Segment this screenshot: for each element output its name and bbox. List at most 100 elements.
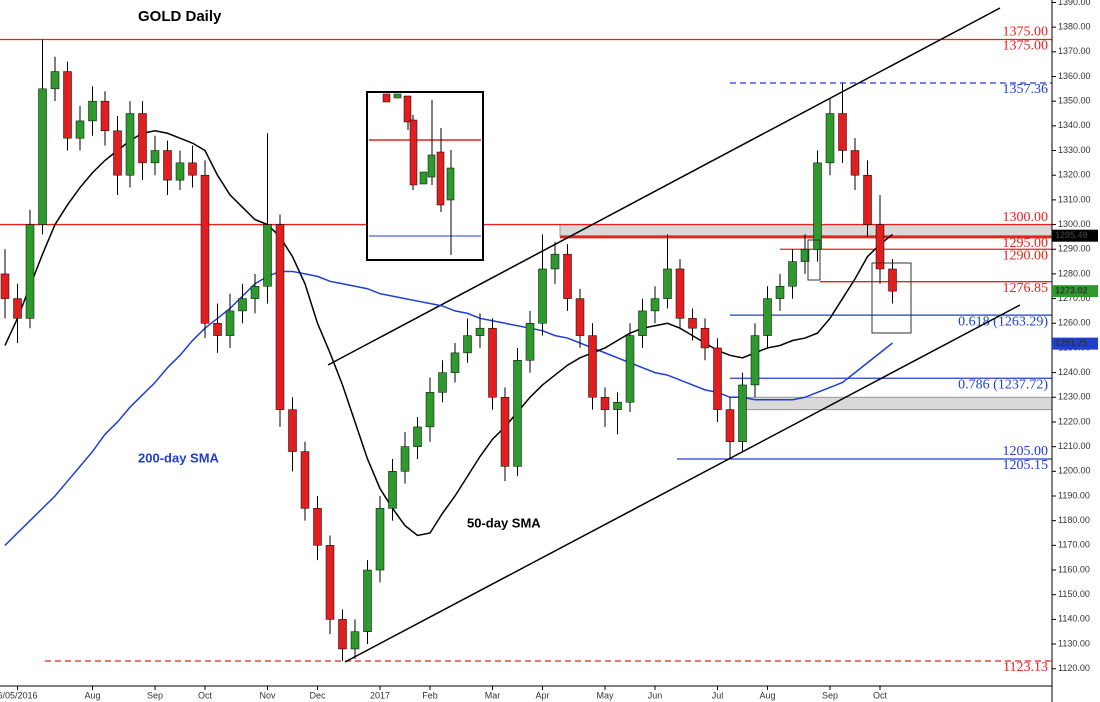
- candle-body: [150, 150, 160, 164]
- y-tick-label: 1130.00: [1058, 638, 1090, 648]
- axis-marker: [1052, 229, 1098, 242]
- candle-body: [13, 298, 22, 319]
- candle-body: [313, 508, 322, 546]
- candle-body: [838, 113, 847, 151]
- candle-body: [38, 88, 47, 225]
- y-tick-label: 1280.00: [1058, 268, 1091, 278]
- candle-body: [450, 352, 460, 373]
- candle-body: [600, 397, 610, 410]
- y-tick-label: 1300.00: [1058, 219, 1091, 229]
- x-tick-label: Sep: [147, 690, 163, 700]
- candle-body: [863, 174, 872, 225]
- candle-body: [800, 248, 810, 262]
- candle-body: [513, 360, 522, 467]
- zone: [559, 224, 1053, 238]
- candle-body: [463, 335, 472, 354]
- channel-lower: [344, 304, 1021, 663]
- x-tick-label: Aug: [84, 690, 100, 700]
- level-label: 1205.15: [1003, 458, 1049, 473]
- inset-candle: [436, 151, 445, 206]
- level-label: 1123.13: [1003, 660, 1048, 675]
- candle-body: [763, 298, 772, 336]
- level-label: 0.786 (1237.72): [958, 377, 1048, 392]
- level-label: 0.618 (1263.29): [958, 314, 1048, 329]
- x-tick-label: Feb: [422, 690, 438, 700]
- x-tick-label: Nov: [259, 690, 276, 700]
- candle-body: [325, 545, 335, 620]
- inset: [366, 91, 484, 261]
- y-tick-label: 1270.00: [1058, 293, 1091, 303]
- candle-body: [138, 113, 147, 164]
- candle-body: [738, 384, 747, 442]
- candle-body: [675, 268, 685, 319]
- candle-body: [88, 100, 97, 122]
- candle-body: [663, 268, 672, 299]
- candle-body: [650, 298, 660, 312]
- axis-marker-label: 1273.02: [1055, 286, 1088, 296]
- inset-candle: [393, 93, 402, 99]
- candle-body: [700, 327, 710, 349]
- level-label: 1276.85: [1003, 281, 1049, 296]
- y-tick-label: 1290.00: [1058, 244, 1091, 254]
- y-tick-label: 1320.00: [1058, 170, 1091, 180]
- candle-body: [500, 397, 510, 467]
- candle-body: [275, 224, 285, 410]
- y-tick-label: 1240.00: [1058, 367, 1091, 377]
- candle-body: [350, 631, 360, 650]
- x-tick-label: Jun: [648, 690, 663, 700]
- candle-body: [425, 392, 435, 428]
- candle-body: [788, 261, 797, 287]
- level-label: 1300.00: [1003, 210, 1049, 225]
- candle-body: [613, 401, 622, 410]
- candle-body: [225, 310, 235, 336]
- y-tick-label: 1380.00: [1058, 22, 1091, 32]
- inset-candle: [409, 119, 418, 186]
- candle-body: [413, 426, 422, 447]
- x-tick-label: Sep: [822, 690, 838, 700]
- y-tick-label: 1140.00: [1058, 614, 1090, 624]
- y-tick-label: 1360.00: [1058, 71, 1091, 81]
- x-tick-label: Apr: [535, 690, 549, 700]
- candle-body: [338, 619, 347, 650]
- candle-body: [375, 508, 385, 571]
- candle-body: [163, 150, 172, 181]
- axis-marker-label: 1251.75: [1055, 338, 1088, 348]
- candle-body: [538, 268, 547, 324]
- level-label: 1290.00: [1003, 248, 1049, 263]
- sma-line: [4, 130, 893, 537]
- y-tick-label: 1260.00: [1058, 318, 1091, 328]
- candle-body: [188, 162, 197, 176]
- x-tick-label: Oct: [873, 690, 888, 700]
- candle-body: [388, 471, 397, 509]
- candle-body: [625, 335, 635, 403]
- y-tick-label: 1390.00: [1058, 0, 1091, 7]
- y-tick-label: 1330.00: [1058, 145, 1091, 155]
- candle-body: [100, 100, 110, 132]
- candle-body: [263, 224, 272, 287]
- candle-body: [238, 298, 247, 312]
- candle-body: [63, 71, 72, 139]
- candle-body: [475, 327, 485, 336]
- candle-body: [638, 310, 647, 336]
- x-tick-label: Aug: [759, 690, 775, 700]
- candle-body: [200, 174, 210, 324]
- candle-body: [588, 335, 597, 398]
- candle-body: [525, 323, 535, 361]
- candle-body: [825, 113, 835, 164]
- candle-body: [575, 298, 585, 336]
- candle-body: [875, 224, 885, 270]
- candle-body: [438, 372, 447, 393]
- inset-candle: [382, 93, 391, 103]
- candle-body: [175, 162, 185, 181]
- x-tick-label: May: [596, 690, 614, 700]
- level-label: 1357.36: [1003, 82, 1049, 97]
- y-tick-label: 1170.00: [1058, 540, 1090, 550]
- x-tick-label: 2017: [370, 690, 390, 700]
- inset-candle: [446, 167, 455, 201]
- level-label: 1375.00: [1003, 25, 1049, 40]
- candle-body: [50, 71, 60, 90]
- candle-body: [750, 335, 760, 386]
- y-tick-label: 1220.00: [1058, 416, 1091, 426]
